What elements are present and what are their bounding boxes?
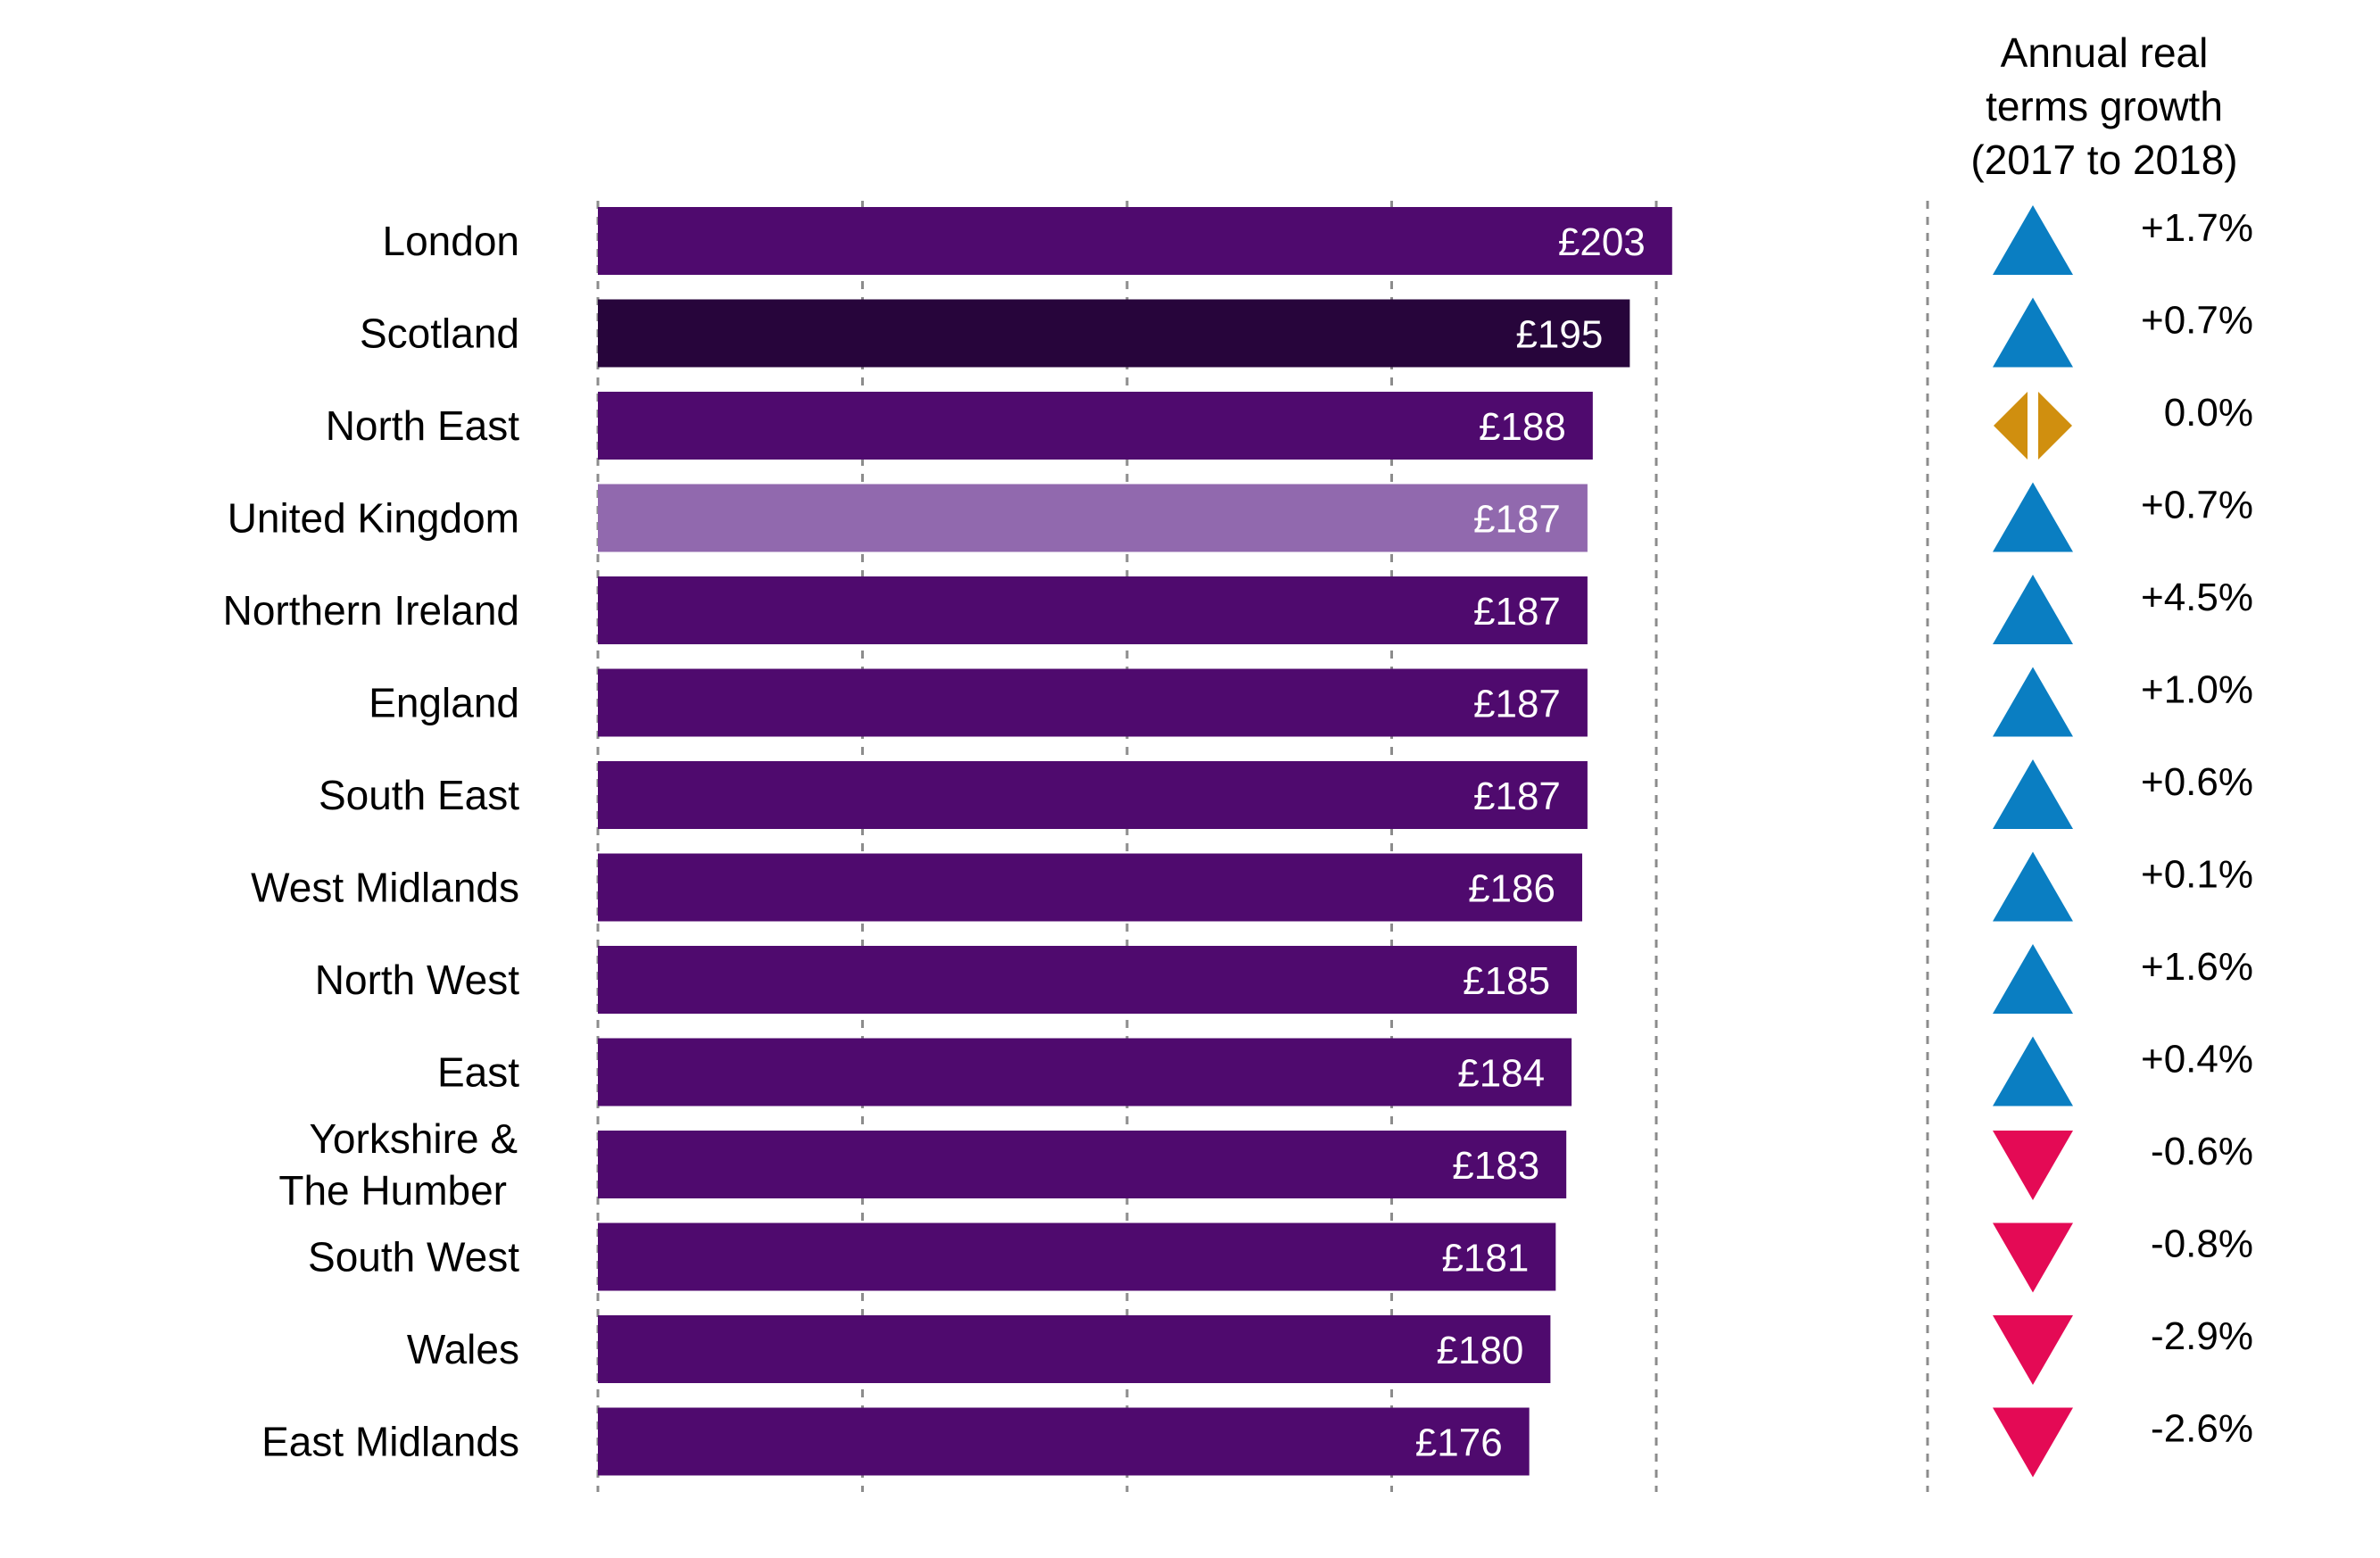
bar bbox=[598, 1131, 1567, 1198]
down-triangle-icon bbox=[1993, 1222, 2073, 1293]
value-label: £186 bbox=[1468, 867, 1555, 911]
category-label: London bbox=[383, 218, 520, 264]
growth-label: +0.7% bbox=[2141, 299, 2253, 343]
up-triangle-icon bbox=[1993, 944, 2073, 1014]
bar bbox=[598, 299, 1630, 368]
bar bbox=[598, 668, 1588, 737]
down-triangle-icon bbox=[1993, 1407, 2073, 1478]
value-label: £203 bbox=[1558, 220, 1646, 264]
bars bbox=[598, 207, 1672, 1476]
growth-header-line-2: terms growth bbox=[1986, 83, 2223, 129]
growth-label: +0.1% bbox=[2141, 853, 2253, 897]
category-label: North East bbox=[326, 402, 520, 449]
up-triangle-icon bbox=[1993, 297, 2073, 368]
no-change-icon bbox=[1994, 392, 2072, 460]
category-label: United Kingdom bbox=[228, 495, 519, 542]
bar bbox=[598, 576, 1588, 644]
up-triangle-icon bbox=[1993, 482, 2073, 552]
down-triangle-icon bbox=[1993, 1315, 2073, 1385]
category-label: England bbox=[369, 680, 519, 726]
bar bbox=[598, 853, 1582, 922]
growth-label: 0.0% bbox=[2164, 391, 2253, 435]
up-triangle-icon bbox=[1993, 759, 2073, 829]
category-label: South East bbox=[319, 772, 519, 818]
category-label: Northern Ireland bbox=[223, 587, 519, 634]
up-triangle-icon bbox=[1993, 667, 2073, 737]
growth-label: +0.4% bbox=[2141, 1038, 2253, 1081]
value-label: £187 bbox=[1473, 590, 1561, 634]
value-label: £181 bbox=[1441, 1237, 1529, 1280]
value-label: £188 bbox=[1479, 405, 1566, 449]
value-labels: £203 £195 £188 £187 £187 £187 £187 £186 £185 £184… bbox=[1415, 220, 1646, 1465]
bar bbox=[598, 1315, 1551, 1383]
value-label: £187 bbox=[1473, 683, 1561, 726]
value-label: £187 bbox=[1473, 498, 1561, 542]
growth-label: -0.8% bbox=[2151, 1222, 2253, 1266]
bar bbox=[598, 1038, 1572, 1106]
category-label: East bbox=[437, 1049, 519, 1096]
value-label: £176 bbox=[1415, 1421, 1503, 1465]
up-triangle-icon bbox=[1993, 851, 2073, 922]
bar bbox=[598, 946, 1578, 1014]
down-triangle-icon bbox=[1993, 1131, 2073, 1200]
bar bbox=[598, 484, 1588, 552]
category-label: Wales bbox=[407, 1326, 519, 1372]
growth-label: +1.6% bbox=[2141, 945, 2253, 989]
value-label: £195 bbox=[1515, 313, 1603, 357]
growth-label: +1.0% bbox=[2141, 668, 2253, 712]
up-triangle-icon bbox=[1993, 205, 2073, 275]
growth-label: +1.7% bbox=[2141, 206, 2253, 250]
value-label: £187 bbox=[1473, 775, 1561, 818]
growth-column: Annual real terms growth (2017 to 2018) … bbox=[1926, 29, 2253, 1492]
bar bbox=[598, 1222, 1556, 1291]
value-label: £185 bbox=[1463, 959, 1550, 1003]
growth-label: +0.7% bbox=[2141, 484, 2253, 527]
growth-label: -2.6% bbox=[2151, 1407, 2253, 1451]
category-label: Yorkshire & The Humber bbox=[278, 1115, 518, 1214]
category-label: West Midlands bbox=[251, 865, 519, 911]
up-triangle-icon bbox=[1993, 575, 2073, 644]
growth-label: +4.5% bbox=[2141, 576, 2253, 619]
bar bbox=[598, 1407, 1530, 1476]
value-label: £183 bbox=[1452, 1144, 1539, 1188]
growth-label: -2.9% bbox=[2151, 1314, 2253, 1358]
growth-label: +0.6% bbox=[2141, 760, 2253, 804]
up-triangle-icon bbox=[1993, 1036, 2073, 1106]
value-label: £180 bbox=[1437, 1329, 1524, 1372]
category-label: Scotland bbox=[360, 311, 519, 357]
bar bbox=[598, 207, 1672, 275]
category-labels: London Scotland North East United Kingdom No… bbox=[223, 218, 520, 1465]
value-label: £184 bbox=[1457, 1052, 1545, 1096]
growth-header-line-1: Annual real bbox=[2001, 29, 2209, 76]
category-label: South West bbox=[308, 1234, 519, 1280]
bar bbox=[598, 392, 1593, 460]
growth-label: -0.6% bbox=[2151, 1130, 2253, 1173]
category-label: East Midlands bbox=[261, 1419, 519, 1465]
bar bbox=[598, 761, 1588, 829]
category-label: North West bbox=[315, 957, 519, 1003]
growth-header-line-3: (2017 to 2018) bbox=[1970, 137, 2237, 183]
